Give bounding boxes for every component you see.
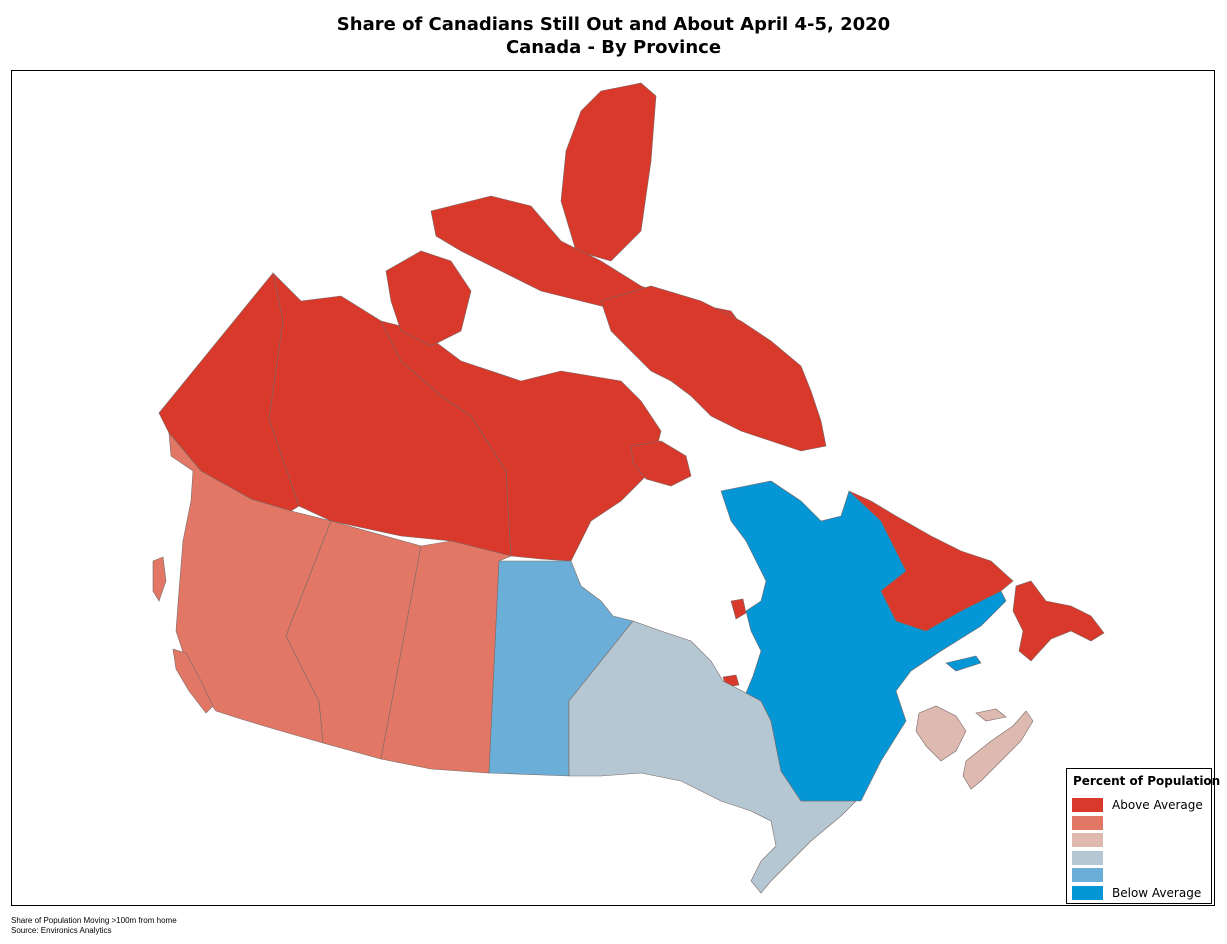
legend-swatch: [1072, 816, 1103, 830]
legend-swatch: [1072, 833, 1103, 847]
canada-map: [152, 82, 1105, 894]
region-newfoundland[interactable]: [1012, 580, 1105, 662]
legend-item: [1072, 815, 1112, 831]
region-quebec-anticosti[interactable]: [945, 655, 982, 672]
legend-swatch: [1072, 886, 1103, 900]
map-title: Share of Canadians Still Out and About A…: [336, 14, 891, 35]
map-legend: Percent of Population Above Average Belo…: [1066, 768, 1221, 904]
region-nunavut[interactable]: [380, 320, 662, 562]
legend-title: Percent of Population: [1073, 774, 1221, 788]
legend-item: [1072, 832, 1112, 848]
region-new-brunswick[interactable]: [915, 705, 967, 762]
region-british-columbia-vancouver-island[interactable]: [172, 648, 214, 714]
region-nunavut-islands-north[interactable]: [560, 82, 657, 262]
legend-swatch: [1072, 851, 1103, 865]
region-nunavut-southampton[interactable]: [630, 440, 692, 487]
legend-label: Above Average: [1112, 798, 1203, 812]
legend-item: [1072, 850, 1112, 866]
region-nunavut-islands-west[interactable]: [385, 250, 472, 347]
legend-swatch: [1072, 798, 1103, 812]
map-frame: [11, 70, 1215, 906]
region-british-columbia-haida[interactable]: [152, 556, 167, 602]
region-nunavut-belcher[interactable]: [730, 598, 747, 620]
footer-note: Share of Population Moving >100m from ho…: [11, 916, 177, 925]
region-british-columbia[interactable]: [168, 432, 332, 744]
legend-item: [1072, 867, 1112, 883]
region-prince-edward-island[interactable]: [975, 708, 1007, 722]
footer-source: Source: Environics Analytics: [11, 926, 112, 935]
region-nunavut-baffin[interactable]: [600, 285, 827, 452]
region-manitoba[interactable]: [488, 560, 634, 777]
legend-item: Above Average: [1072, 797, 1203, 813]
map-subtitle: Canada - By Province: [505, 37, 722, 58]
region-labrador[interactable]: [848, 490, 1014, 632]
legend-swatch: [1072, 868, 1103, 882]
region-nova-scotia[interactable]: [962, 710, 1034, 790]
legend-label: Below Average: [1112, 886, 1202, 900]
legend-item: Below Average: [1072, 885, 1201, 901]
